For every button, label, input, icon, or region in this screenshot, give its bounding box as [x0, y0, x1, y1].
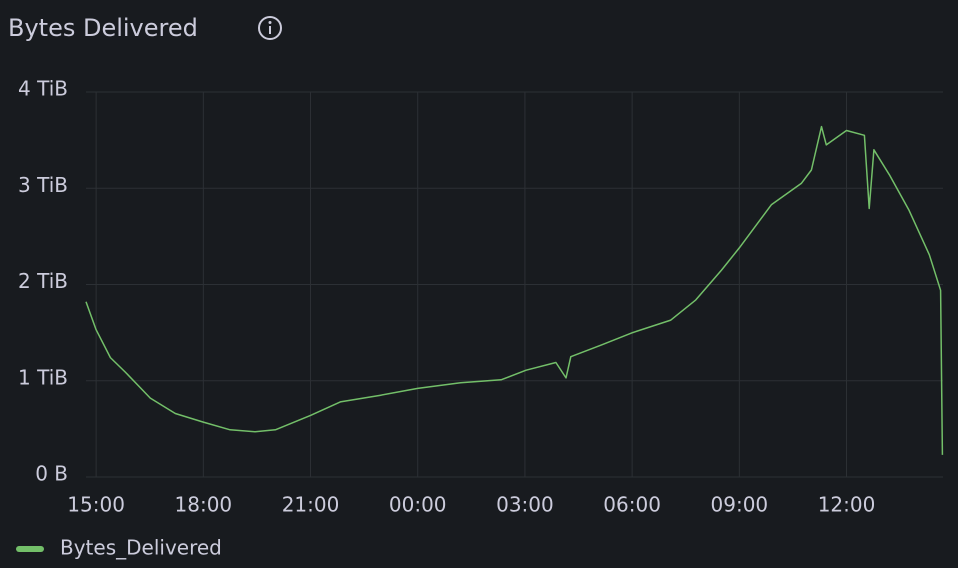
x-tick-label: 09:00: [711, 493, 769, 517]
y-tick-label: 2 TiB: [18, 269, 68, 293]
y-tick-label: 4 TiB: [18, 77, 68, 101]
x-tick-label: 12:00: [818, 493, 876, 517]
panel-title: Bytes Delivered: [8, 14, 198, 42]
x-tick-label: 00:00: [389, 493, 447, 517]
legend-swatch: [16, 546, 44, 552]
y-tick-label: 0 B: [35, 462, 68, 486]
x-tick-label: 03:00: [496, 493, 554, 517]
x-tick-label: 06:00: [603, 493, 661, 517]
x-tick-label: 18:00: [175, 493, 233, 517]
data-line: [85, 125, 944, 455]
y-tick-label: 1 TiB: [18, 365, 68, 389]
legend-label: Bytes_Delivered: [60, 536, 222, 560]
y-tick-label: 3 TiB: [18, 173, 68, 197]
info-icon[interactable]: [258, 16, 282, 40]
x-tick-label: 15:00: [67, 493, 125, 517]
x-tick-label: 21:00: [282, 493, 340, 517]
